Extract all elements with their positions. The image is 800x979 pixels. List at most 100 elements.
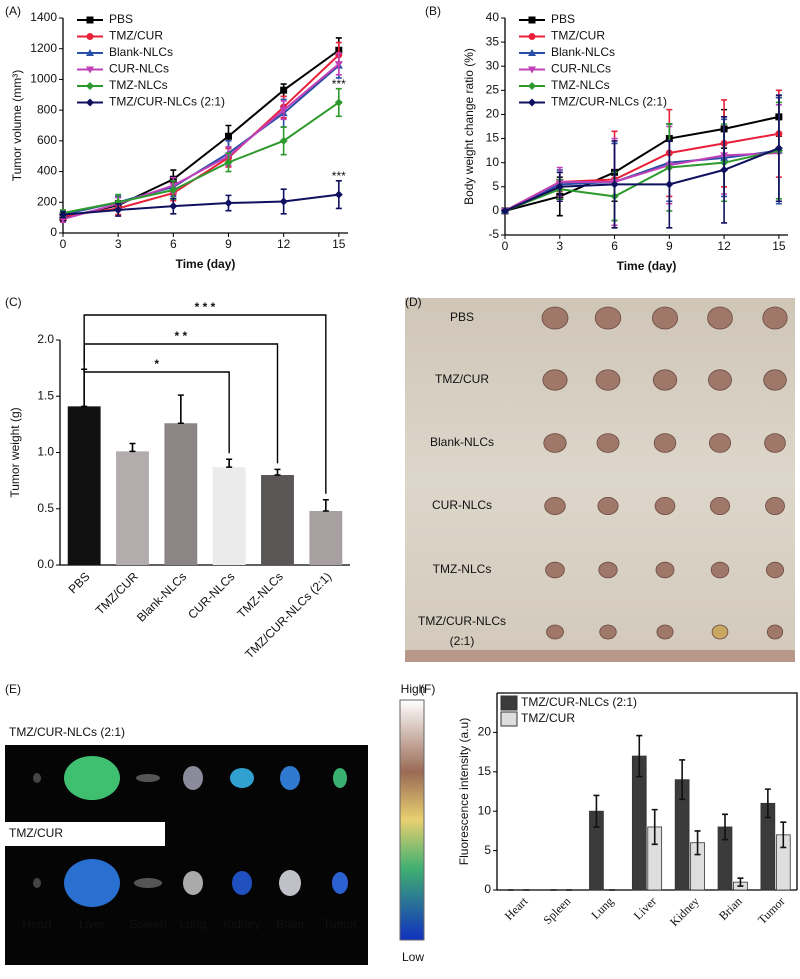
organ bbox=[333, 768, 347, 788]
point bbox=[774, 144, 783, 153]
point bbox=[279, 136, 288, 145]
y-tick-label: 0 bbox=[492, 203, 499, 217]
panel-label: (E) bbox=[5, 682, 21, 696]
y-tick-label: 35 bbox=[486, 34, 500, 48]
y-tick-label: 10 bbox=[478, 803, 492, 817]
y-tick-label: 1.5 bbox=[37, 388, 54, 402]
significance-label: * bbox=[154, 357, 159, 371]
bar bbox=[261, 475, 294, 565]
tumor bbox=[654, 496, 676, 515]
y-axis-label: Tumor volume (mm³) bbox=[10, 70, 24, 182]
group-label-box bbox=[5, 822, 165, 846]
tumor bbox=[709, 433, 732, 453]
legend-marker bbox=[528, 66, 536, 74]
point bbox=[334, 98, 343, 107]
tumor bbox=[655, 561, 675, 579]
organ bbox=[64, 756, 120, 800]
point bbox=[224, 158, 233, 167]
y-axis-label: Tumor weight (g) bbox=[8, 407, 22, 497]
legend-marker bbox=[528, 98, 536, 107]
tumor bbox=[652, 369, 678, 391]
organ-label: Liver bbox=[79, 917, 105, 931]
organ bbox=[183, 871, 203, 895]
y-tick-label: 15 bbox=[478, 764, 492, 778]
tumor bbox=[545, 561, 565, 579]
x-tick-label: 15 bbox=[772, 239, 786, 253]
point bbox=[720, 165, 729, 174]
series-line bbox=[62, 64, 340, 216]
legend-marker bbox=[86, 98, 94, 107]
x-tick-label: CUR-NLCs bbox=[185, 569, 237, 621]
tumor bbox=[543, 433, 567, 453]
row-label: Blank-NLCs bbox=[430, 435, 494, 449]
organ-label: Tumor bbox=[323, 917, 357, 931]
photo-ruler bbox=[405, 650, 795, 662]
y-axis-label: Fluorescence intensity (a.u) bbox=[457, 718, 471, 865]
organ bbox=[332, 872, 348, 894]
significance-label: * * bbox=[174, 329, 187, 343]
legend-marker bbox=[528, 82, 536, 90]
error-bar bbox=[226, 458, 233, 468]
legend-label: TMZ/CUR bbox=[551, 29, 605, 43]
bar bbox=[212, 467, 246, 565]
axis-line bbox=[504, 18, 788, 236]
legend-label: PBS bbox=[109, 12, 133, 26]
color-scale bbox=[399, 699, 425, 941]
point bbox=[114, 205, 123, 214]
x-tick-label: TMZ-NLCs bbox=[234, 569, 285, 620]
x-tick-label: Blank-NLCs bbox=[134, 569, 189, 624]
significance-bracket bbox=[83, 365, 230, 454]
y-tick-label: 0.5 bbox=[37, 501, 54, 515]
x-tick-label: Kidney bbox=[667, 894, 702, 929]
legend-label: TMZ/CUR-NLCs (2:1) bbox=[551, 95, 667, 109]
point bbox=[501, 206, 509, 215]
y-tick-label: 1000 bbox=[30, 72, 57, 86]
error-bar bbox=[737, 877, 744, 887]
group-label: TMZ/CUR bbox=[9, 826, 63, 840]
point bbox=[224, 132, 232, 140]
organ bbox=[280, 766, 300, 790]
organ bbox=[136, 774, 160, 782]
point bbox=[334, 190, 343, 199]
error-bar bbox=[651, 808, 658, 846]
error-bar bbox=[679, 759, 686, 801]
error-bar bbox=[322, 498, 329, 512]
legend-label: TMZ/CUR bbox=[521, 711, 575, 725]
significance-label: * * * bbox=[195, 300, 216, 314]
tumor bbox=[710, 561, 730, 579]
tumor bbox=[707, 306, 733, 330]
x-tick-label: 6 bbox=[611, 239, 618, 253]
x-tick-label: 15 bbox=[332, 237, 346, 251]
y-tick-label: 0.0 bbox=[37, 557, 54, 571]
y-tick-label: 400 bbox=[37, 164, 57, 178]
series-line bbox=[504, 147, 780, 212]
legend-label: PBS bbox=[551, 12, 575, 26]
organ bbox=[33, 878, 41, 888]
x-tick-label: Brian bbox=[716, 894, 745, 923]
bar bbox=[164, 423, 198, 565]
tumor bbox=[766, 624, 784, 640]
tumor bbox=[709, 496, 731, 515]
tumor bbox=[766, 561, 785, 579]
tumor bbox=[595, 369, 621, 391]
tumor bbox=[542, 369, 568, 391]
x-tick-label: TMZ/CUR bbox=[93, 569, 141, 617]
legend-marker bbox=[86, 66, 94, 74]
y-tick-label: 20 bbox=[486, 107, 500, 121]
error-bar bbox=[694, 830, 701, 856]
x-tick-label: 3 bbox=[556, 239, 563, 253]
x-tick-label: 9 bbox=[666, 239, 673, 253]
organ-label: Brain bbox=[276, 917, 304, 931]
significance-bracket bbox=[83, 314, 327, 494]
row-label: TMZ/CUR-NLCs bbox=[418, 614, 506, 628]
y-tick-label: 10 bbox=[486, 155, 500, 169]
tumor bbox=[599, 624, 617, 640]
x-tick-label: Spleen bbox=[540, 894, 573, 927]
point bbox=[279, 197, 288, 206]
legend-label: CUR-NLCs bbox=[109, 62, 169, 76]
x-tick-label: 0 bbox=[60, 237, 67, 251]
point bbox=[169, 202, 178, 211]
panel-label: (A) bbox=[5, 4, 21, 18]
y-tick-label: 1.0 bbox=[37, 445, 54, 459]
y-tick-label: 30 bbox=[486, 58, 500, 72]
